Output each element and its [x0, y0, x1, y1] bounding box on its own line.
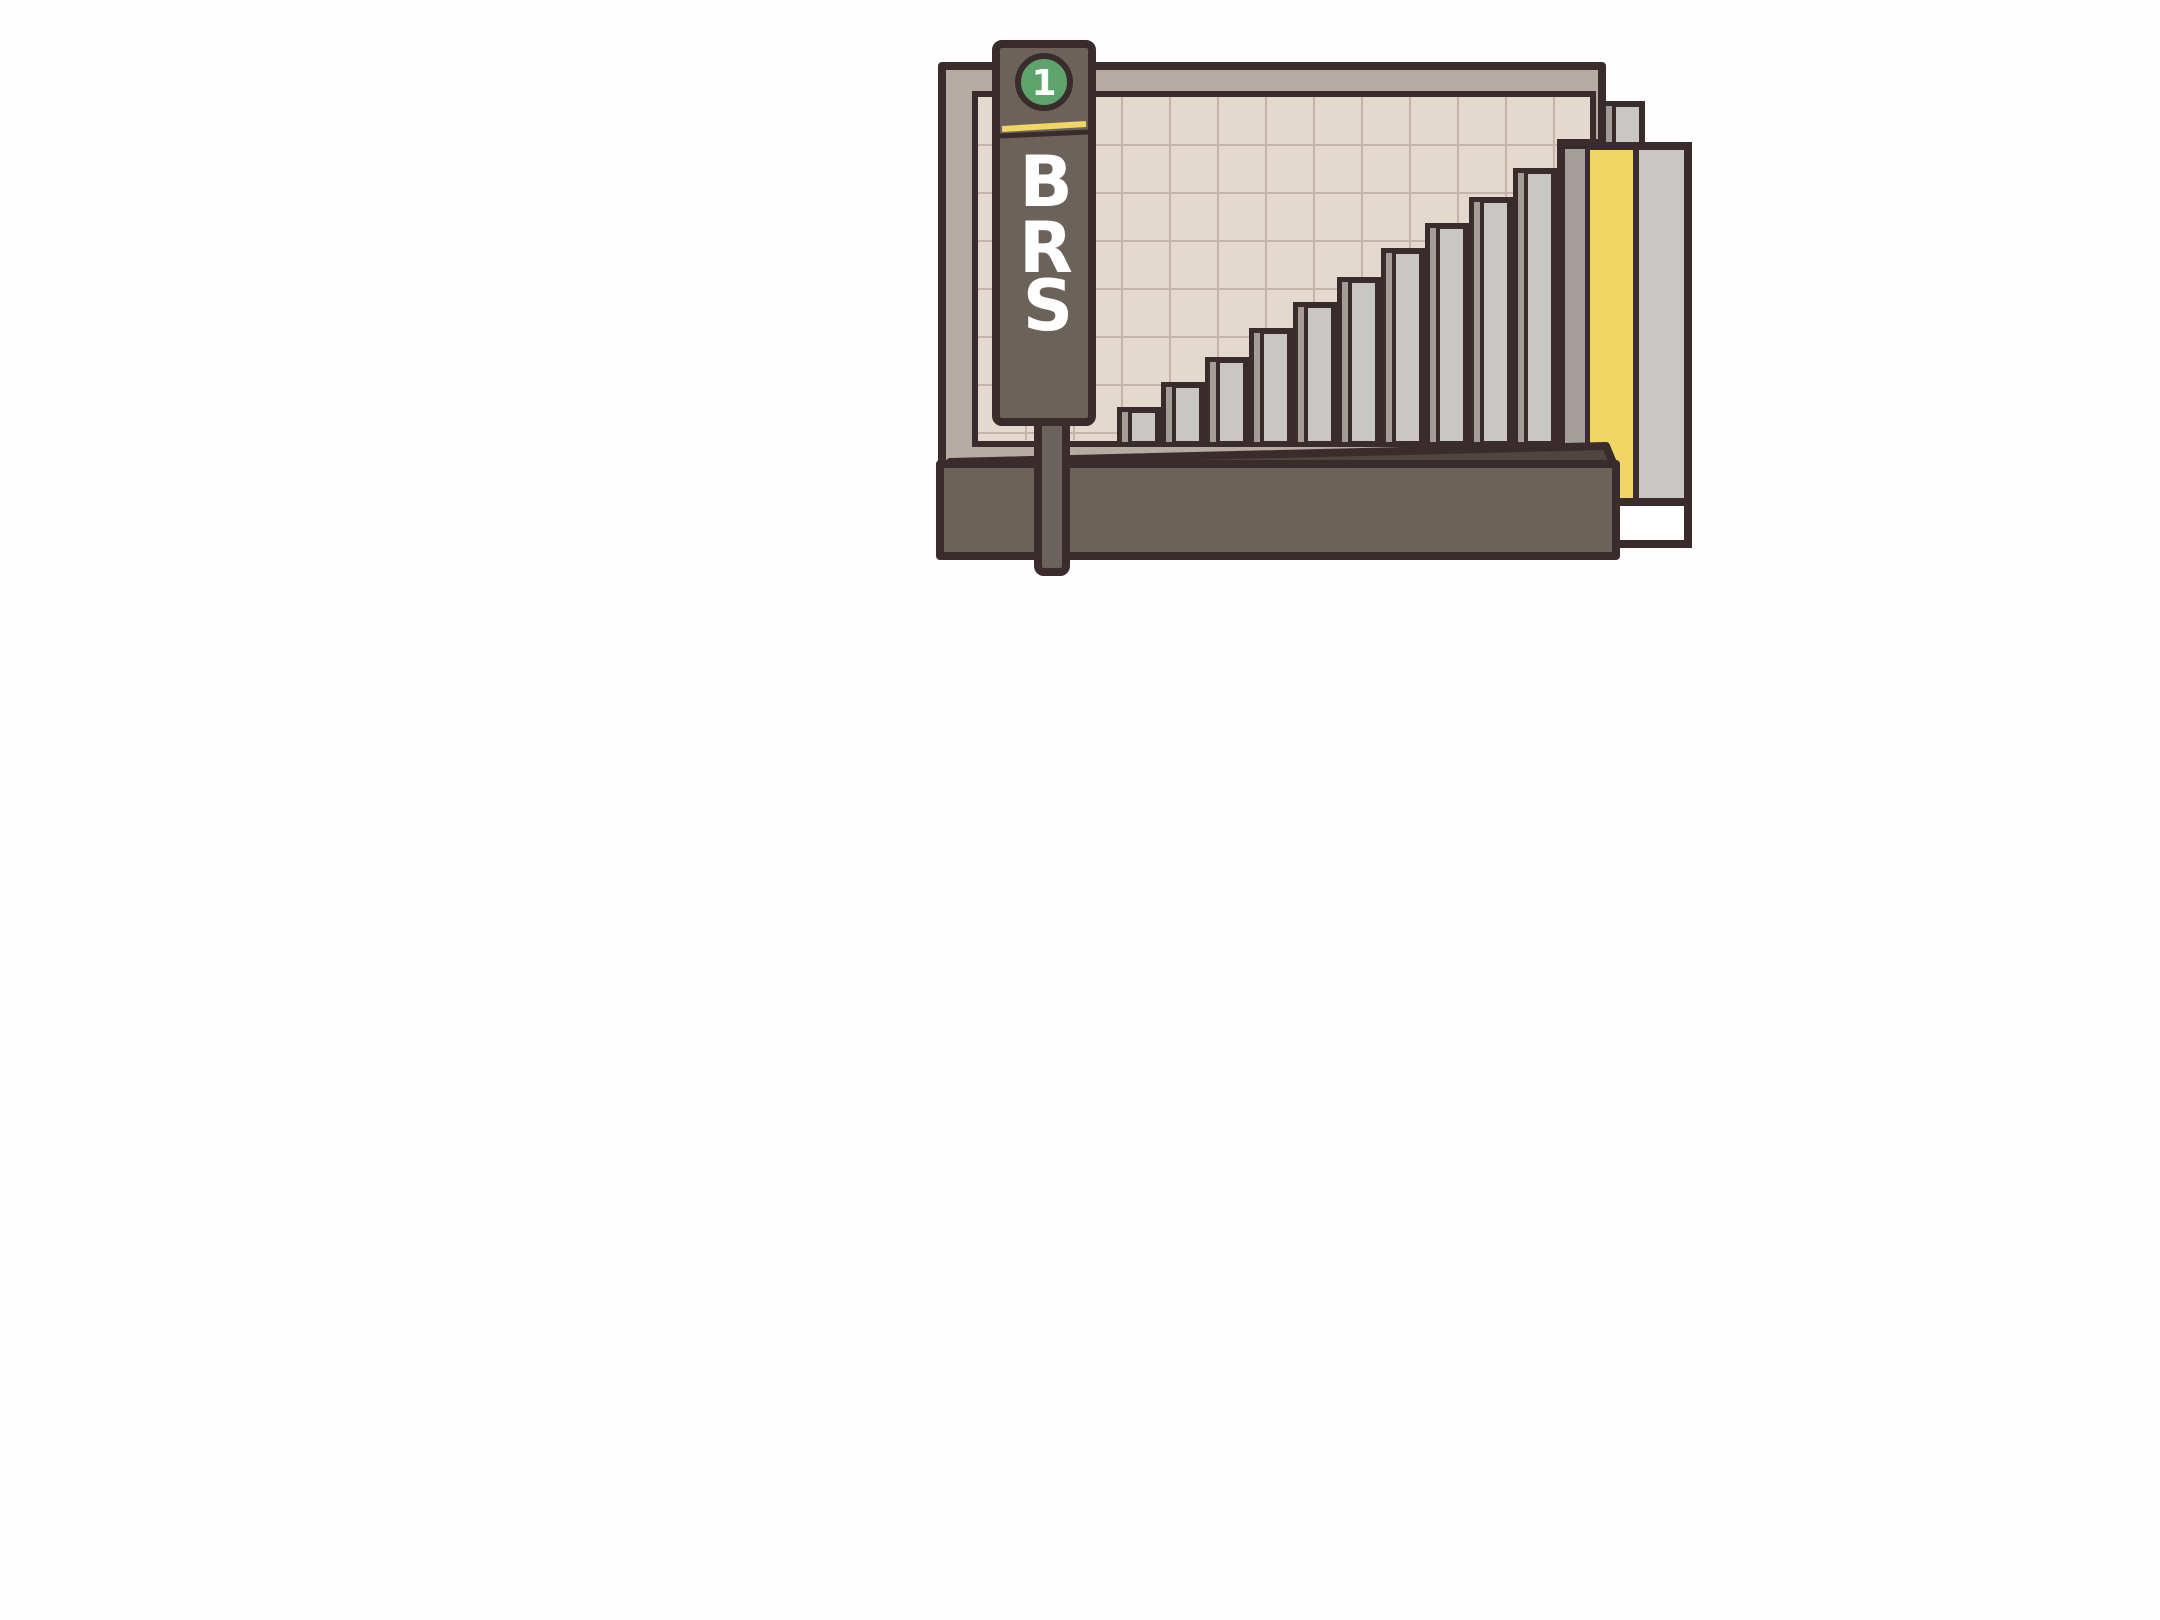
stair-bar-shadow	[1294, 303, 1308, 446]
stair-bar-shadow	[1338, 278, 1352, 446]
stair-bar	[1337, 277, 1381, 447]
stair-bar-shadow	[1118, 408, 1132, 446]
stair-bar-shadow	[1162, 383, 1176, 446]
stair-bar-shadow	[1206, 358, 1220, 446]
station-sign: 1 B R S	[992, 40, 1096, 426]
stair-bar	[1469, 197, 1513, 447]
stair-bar-shadow	[1382, 249, 1396, 446]
sign-pole	[1034, 406, 1070, 576]
number-badge: 1	[1015, 53, 1073, 111]
stair-bar	[1205, 357, 1249, 447]
stair-bar	[1117, 407, 1161, 447]
stair-bar	[1513, 168, 1557, 447]
stair-bar-shadow	[1426, 224, 1440, 446]
stair-bar	[1425, 223, 1469, 447]
stair-bar	[1293, 302, 1337, 447]
stair-bar	[1249, 328, 1293, 447]
sign-letter-s: S	[1023, 265, 1073, 347]
stair-bar-shadow	[1514, 169, 1528, 446]
stair-bar	[1381, 248, 1425, 447]
number-badge-label: 1	[1031, 63, 1056, 104]
stair-bar	[1161, 382, 1205, 447]
sign-letter-r: R	[1019, 207, 1073, 289]
stair-bar-shadow	[1470, 198, 1484, 446]
sign-yellow-line	[1001, 121, 1087, 132]
sign-letter-b: B	[1019, 141, 1072, 223]
stair-bar-shadow	[1250, 329, 1264, 446]
